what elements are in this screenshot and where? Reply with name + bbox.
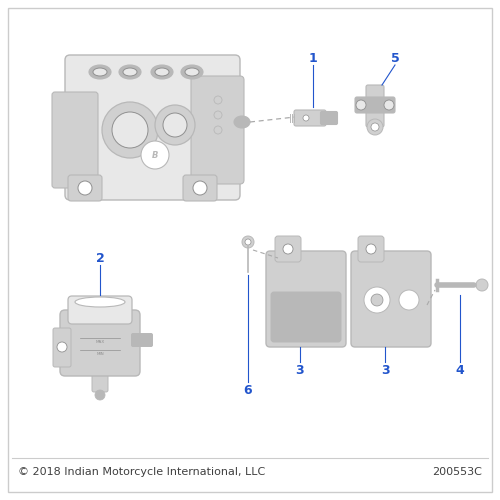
FancyBboxPatch shape bbox=[52, 92, 98, 188]
Text: 2: 2 bbox=[96, 252, 104, 264]
Ellipse shape bbox=[155, 68, 169, 76]
Ellipse shape bbox=[151, 65, 173, 79]
Circle shape bbox=[57, 342, 67, 352]
Circle shape bbox=[214, 96, 222, 104]
Ellipse shape bbox=[123, 68, 137, 76]
Circle shape bbox=[283, 244, 293, 254]
Ellipse shape bbox=[119, 65, 141, 79]
Text: B: B bbox=[152, 150, 158, 160]
Circle shape bbox=[356, 100, 366, 110]
Circle shape bbox=[214, 126, 222, 134]
Text: 4: 4 bbox=[456, 364, 464, 376]
FancyBboxPatch shape bbox=[191, 76, 244, 184]
FancyBboxPatch shape bbox=[366, 85, 384, 127]
FancyBboxPatch shape bbox=[68, 296, 132, 324]
Circle shape bbox=[371, 123, 379, 131]
FancyBboxPatch shape bbox=[355, 97, 395, 113]
Text: 200553C: 200553C bbox=[432, 467, 482, 477]
FancyBboxPatch shape bbox=[183, 175, 217, 201]
Ellipse shape bbox=[75, 297, 125, 307]
FancyBboxPatch shape bbox=[68, 175, 102, 201]
Text: 6: 6 bbox=[244, 384, 252, 396]
FancyBboxPatch shape bbox=[275, 236, 301, 262]
Ellipse shape bbox=[185, 68, 199, 76]
Circle shape bbox=[399, 290, 419, 310]
FancyBboxPatch shape bbox=[92, 366, 108, 392]
Circle shape bbox=[214, 111, 222, 119]
FancyBboxPatch shape bbox=[132, 334, 152, 346]
Circle shape bbox=[364, 287, 390, 313]
Circle shape bbox=[476, 279, 488, 291]
FancyBboxPatch shape bbox=[294, 110, 326, 126]
FancyBboxPatch shape bbox=[65, 55, 240, 200]
Text: 3: 3 bbox=[380, 364, 390, 376]
Text: 3: 3 bbox=[296, 364, 304, 376]
Text: 1: 1 bbox=[308, 52, 318, 64]
FancyBboxPatch shape bbox=[266, 251, 346, 347]
Circle shape bbox=[155, 105, 195, 145]
FancyBboxPatch shape bbox=[271, 292, 341, 342]
FancyBboxPatch shape bbox=[358, 236, 384, 262]
Circle shape bbox=[245, 239, 251, 245]
FancyBboxPatch shape bbox=[351, 251, 431, 347]
Ellipse shape bbox=[93, 68, 107, 76]
Circle shape bbox=[78, 181, 92, 195]
Text: © 2018 Indian Motorcycle International, LLC: © 2018 Indian Motorcycle International, … bbox=[18, 467, 265, 477]
Circle shape bbox=[163, 113, 187, 137]
Circle shape bbox=[371, 294, 383, 306]
Circle shape bbox=[112, 112, 148, 148]
Ellipse shape bbox=[234, 116, 250, 128]
Text: 5: 5 bbox=[390, 52, 400, 64]
Circle shape bbox=[242, 236, 254, 248]
Circle shape bbox=[384, 100, 394, 110]
FancyBboxPatch shape bbox=[60, 310, 140, 376]
Circle shape bbox=[193, 181, 207, 195]
Circle shape bbox=[102, 102, 158, 158]
Ellipse shape bbox=[181, 65, 203, 79]
Text: MAX: MAX bbox=[96, 340, 104, 344]
FancyBboxPatch shape bbox=[53, 328, 71, 367]
Text: MIN: MIN bbox=[96, 352, 104, 356]
Circle shape bbox=[367, 119, 383, 135]
Circle shape bbox=[95, 390, 105, 400]
Circle shape bbox=[303, 115, 309, 121]
Circle shape bbox=[141, 141, 169, 169]
FancyBboxPatch shape bbox=[320, 112, 338, 124]
Circle shape bbox=[366, 244, 376, 254]
Ellipse shape bbox=[89, 65, 111, 79]
